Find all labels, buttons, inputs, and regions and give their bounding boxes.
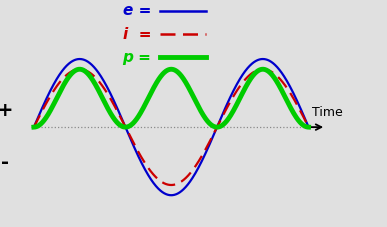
Text: p =: p = — [122, 50, 151, 65]
Text: e =: e = — [123, 3, 151, 18]
Text: i  =: i = — [123, 27, 151, 42]
Text: -: - — [1, 153, 9, 172]
Text: Time: Time — [312, 106, 342, 119]
Text: +: + — [0, 101, 14, 120]
